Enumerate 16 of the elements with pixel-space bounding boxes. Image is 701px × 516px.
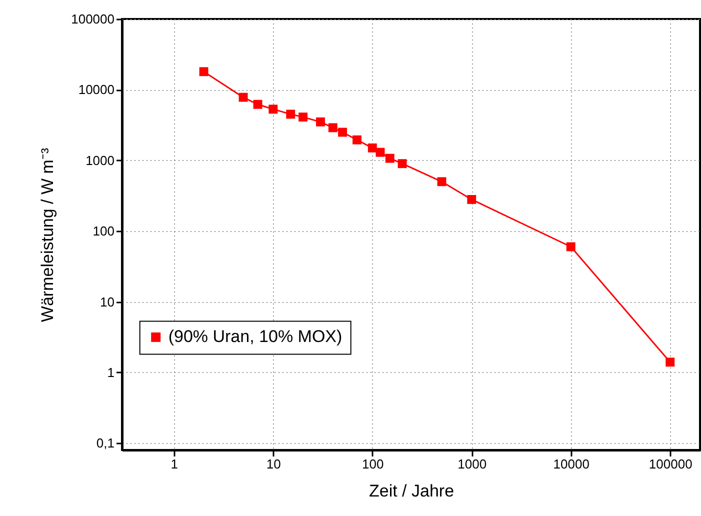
y-tick-label: 0,1 [96, 436, 114, 451]
y-tick-label: 1 [107, 364, 114, 380]
y-tick-label: 1000 [86, 152, 114, 168]
x-axis-title: Zeit / Jahre [368, 482, 454, 500]
y-tick-label: 100000 [71, 12, 114, 26]
y-tick-label: 100 [92, 224, 114, 239]
y-tick-label: 10000 [78, 82, 114, 98]
legend-label: (90% Uran, 10% MOX) [168, 327, 342, 346]
x-tick-label: 100 [362, 456, 384, 472]
x-tick-label: 1000 [458, 456, 487, 472]
x-tick-label: 1 [170, 456, 178, 472]
x-tick-label: 10000 [553, 456, 590, 472]
y-tick-label: 10 [100, 294, 114, 310]
x-tick-label: 10 [266, 456, 281, 472]
x-tick-label: 100000 [648, 456, 692, 472]
y-axis-title: Wärmeleistung / W m⁻³ [38, 148, 58, 322]
